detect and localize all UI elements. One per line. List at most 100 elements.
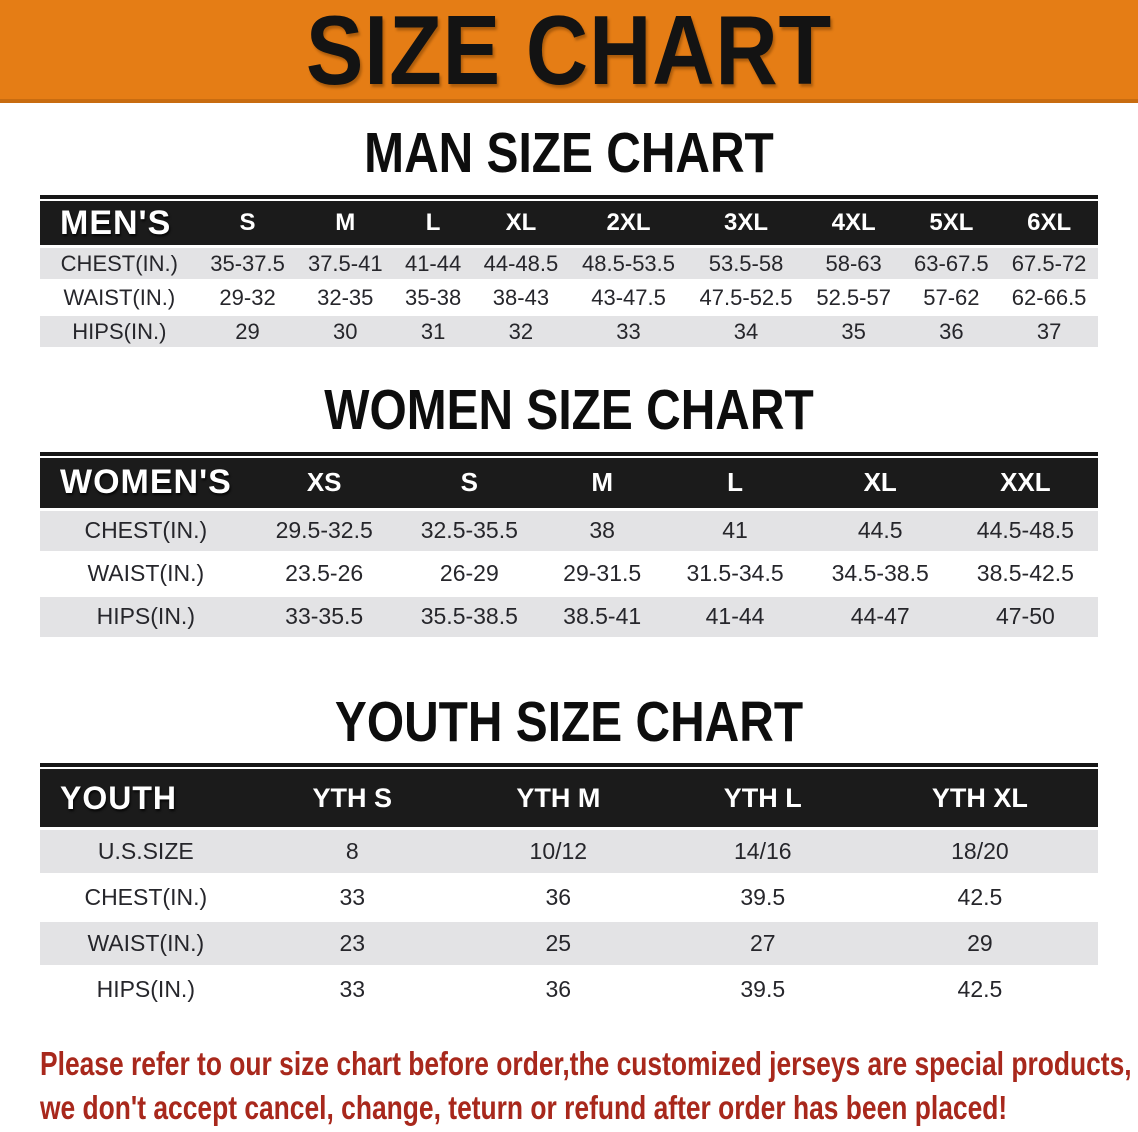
size-value: 26-29 bbox=[396, 552, 542, 597]
youth-size-table: YOUTH YTH S YTH M YTH L YTH XL U.S.SIZE … bbox=[40, 763, 1098, 1015]
size-value: 31.5-34.5 bbox=[662, 552, 808, 597]
size-value: 41-44 bbox=[662, 595, 808, 640]
youth-ussize-row: U.S.SIZE 8 10/12 14/16 18/20 bbox=[40, 828, 1098, 877]
row-label: CHEST(IN.) bbox=[40, 509, 252, 554]
size-value: 33 bbox=[251, 874, 453, 923]
men-waist-row: WAIST(IN.) 29-32 32-35 35-38 38-43 43-47… bbox=[40, 280, 1098, 317]
men-column-header-m: M bbox=[296, 201, 395, 249]
youth-column-header-l: YTH L bbox=[663, 769, 862, 831]
men-size-table: MEN'S S M L XL 2XL 3XL 4XL 5XL 6XL CHEST… bbox=[40, 195, 1098, 351]
row-label: CHEST(IN.) bbox=[40, 246, 199, 283]
women-hips-row: HIPS(IN.) 33-35.5 35.5-38.5 38.5-41 41-4… bbox=[40, 595, 1098, 640]
men-column-header-6xl: 6XL bbox=[1000, 201, 1098, 249]
size-value: 44.5-48.5 bbox=[952, 509, 1098, 554]
size-value: 44.5 bbox=[807, 509, 953, 554]
order-policy-line-2: we don't accept cancel, change, teturn o… bbox=[40, 1089, 1008, 1127]
size-value: 39.5 bbox=[663, 874, 862, 923]
row-label: HIPS(IN.) bbox=[40, 314, 199, 351]
size-value: 52.5-57 bbox=[804, 280, 903, 317]
size-value: 32-35 bbox=[296, 280, 395, 317]
size-value: 18/20 bbox=[861, 828, 1098, 877]
row-label: WAIST(IN.) bbox=[40, 552, 252, 597]
size-value: 38-43 bbox=[472, 280, 570, 317]
men-column-header-s: S bbox=[198, 201, 297, 249]
size-value: 41-44 bbox=[394, 246, 473, 283]
men-chest-row: CHEST(IN.) 35-37.5 37.5-41 41-44 44-48.5… bbox=[40, 246, 1098, 283]
size-value: 31 bbox=[394, 314, 473, 351]
size-value: 33 bbox=[569, 314, 688, 351]
youth-section-heading: YOUTH SIZE CHART bbox=[334, 689, 804, 754]
size-value: 30 bbox=[296, 314, 395, 351]
size-value: 43-47.5 bbox=[569, 280, 688, 317]
women-column-header-xs: XS bbox=[251, 457, 397, 511]
row-label: WAIST(IN.) bbox=[40, 920, 252, 969]
size-value: 36 bbox=[452, 966, 664, 1015]
size-value: 32 bbox=[472, 314, 570, 351]
size-value: 62-66.5 bbox=[1000, 280, 1098, 317]
size-value: 42.5 bbox=[861, 874, 1098, 923]
men-hips-row: HIPS(IN.) 29 30 31 32 33 34 35 36 37 bbox=[40, 314, 1098, 351]
row-label: HIPS(IN.) bbox=[40, 966, 252, 1015]
size-value: 34 bbox=[687, 314, 805, 351]
size-value: 23.5-26 bbox=[251, 552, 397, 597]
size-value: 37.5-41 bbox=[296, 246, 395, 283]
size-value: 35 bbox=[804, 314, 903, 351]
men-column-header-3xl: 3XL bbox=[687, 201, 805, 249]
size-value: 58-63 bbox=[804, 246, 903, 283]
size-value: 23 bbox=[251, 920, 453, 969]
size-value: 39.5 bbox=[663, 966, 862, 1015]
size-value: 27 bbox=[663, 920, 862, 969]
youth-waist-row: WAIST(IN.) 23 25 27 29 bbox=[40, 920, 1098, 969]
men-header-row: MEN'S S M L XL 2XL 3XL 4XL 5XL 6XL bbox=[40, 201, 1098, 249]
size-value: 35-37.5 bbox=[198, 246, 297, 283]
size-value: 47.5-52.5 bbox=[687, 280, 805, 317]
size-value: 48.5-53.5 bbox=[569, 246, 688, 283]
size-value: 14/16 bbox=[663, 828, 862, 877]
row-label: U.S.SIZE bbox=[40, 828, 252, 877]
size-value: 53.5-58 bbox=[687, 246, 805, 283]
women-column-header-l: L bbox=[662, 457, 808, 511]
size-value: 35-38 bbox=[394, 280, 473, 317]
size-value: 36 bbox=[902, 314, 1001, 351]
size-value: 29-32 bbox=[198, 280, 297, 317]
youth-column-header-m: YTH M bbox=[452, 769, 664, 831]
size-value: 44-47 bbox=[807, 595, 953, 640]
row-label: CHEST(IN.) bbox=[40, 874, 252, 923]
size-value: 10/12 bbox=[452, 828, 664, 877]
women-table-title: WOMEN'S bbox=[40, 457, 252, 511]
size-value: 33 bbox=[251, 966, 453, 1015]
women-waist-row: WAIST(IN.) 23.5-26 26-29 29-31.5 31.5-34… bbox=[40, 552, 1098, 597]
size-value: 67.5-72 bbox=[1000, 246, 1098, 283]
size-value: 29 bbox=[861, 920, 1098, 969]
size-value: 38.5-42.5 bbox=[952, 552, 1098, 597]
size-value: 44-48.5 bbox=[472, 246, 570, 283]
men-column-header-5xl: 5XL bbox=[902, 201, 1001, 249]
row-label: WAIST(IN.) bbox=[40, 280, 199, 317]
size-value: 47-50 bbox=[952, 595, 1098, 640]
women-column-header-xl: XL bbox=[807, 457, 953, 511]
size-value: 25 bbox=[452, 920, 664, 969]
size-value: 41 bbox=[662, 509, 808, 554]
size-value: 63-67.5 bbox=[902, 246, 1001, 283]
women-size-table: WOMEN'S XS S M L XL XXL CHEST(IN.) 29.5-… bbox=[40, 451, 1098, 640]
size-value: 29.5-32.5 bbox=[251, 509, 397, 554]
order-policy-note: Please refer to our size chart before or… bbox=[40, 1042, 1138, 1130]
women-column-header-s: S bbox=[396, 457, 542, 511]
men-column-header-2xl: 2XL bbox=[569, 201, 688, 249]
men-section-heading: MAN SIZE CHART bbox=[364, 121, 774, 185]
size-value: 36 bbox=[452, 874, 664, 923]
size-value: 33-35.5 bbox=[251, 595, 397, 640]
size-value: 29 bbox=[198, 314, 297, 351]
women-column-header-xxl: XXL bbox=[952, 457, 1098, 511]
row-label: HIPS(IN.) bbox=[40, 595, 252, 640]
women-column-header-m: M bbox=[541, 457, 663, 511]
size-value: 34.5-38.5 bbox=[807, 552, 953, 597]
size-value: 8 bbox=[251, 828, 453, 877]
women-header-row: WOMEN'S XS S M L XL XXL bbox=[40, 457, 1098, 511]
size-value: 42.5 bbox=[861, 966, 1098, 1015]
page-title: SIZE CHART bbox=[305, 0, 833, 105]
women-section-heading: WOMEN SIZE CHART bbox=[324, 378, 814, 443]
order-policy-line-1: Please refer to our size chart before or… bbox=[40, 1045, 1132, 1083]
title-banner: SIZE CHART bbox=[0, 0, 1138, 103]
size-value: 29-31.5 bbox=[541, 552, 663, 597]
